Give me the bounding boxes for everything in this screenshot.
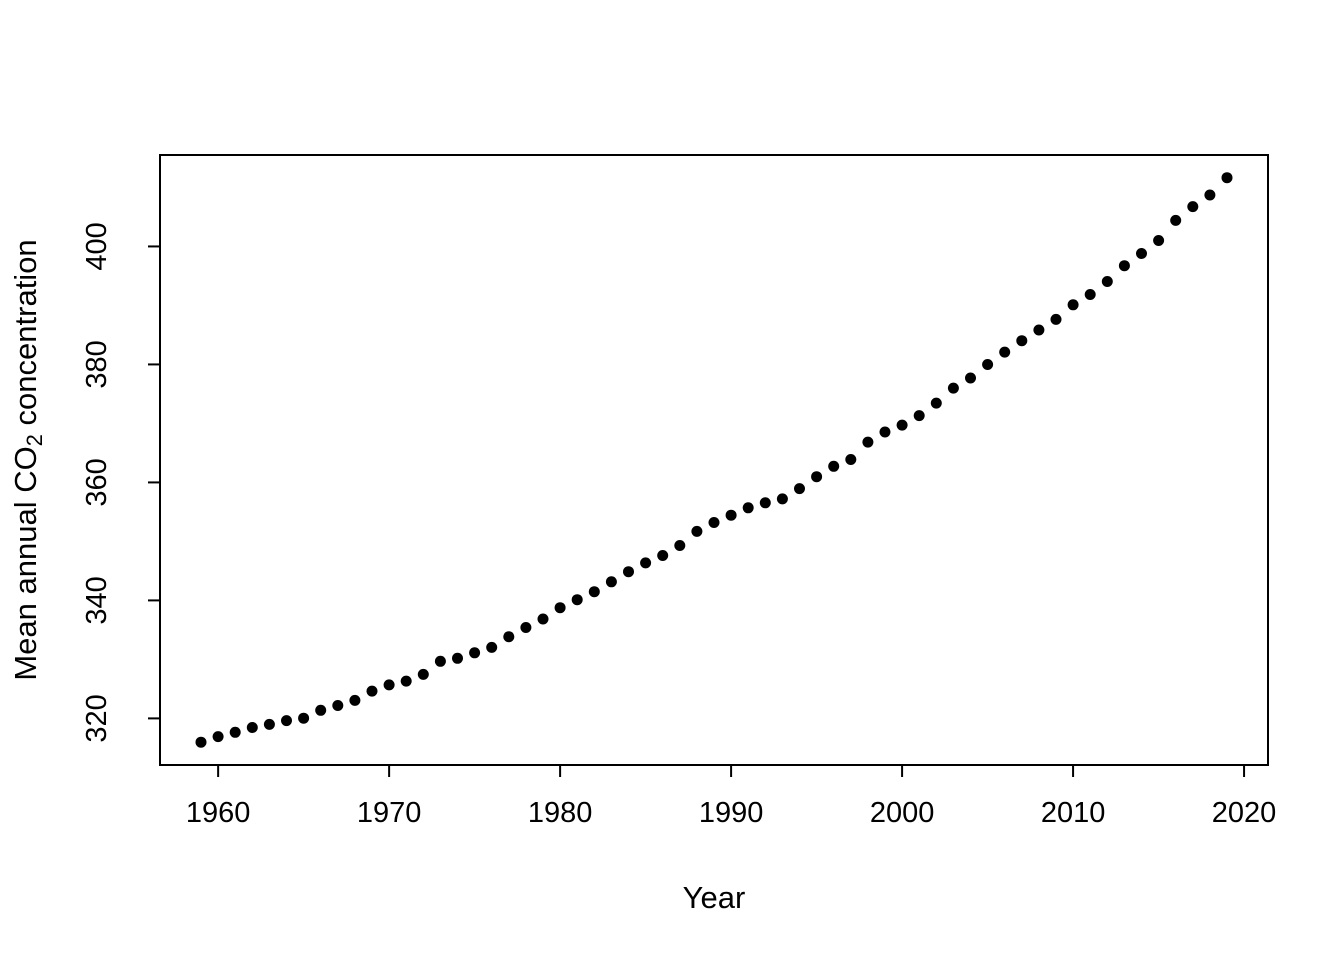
x-tick-label: 1970: [357, 797, 422, 829]
data-point: [776, 493, 788, 505]
data-point: [965, 372, 976, 384]
y-tick-label: 400: [81, 222, 113, 270]
y-axis-title-pre: Mean annual CO: [8, 446, 43, 680]
data-point: [452, 652, 463, 664]
data-point: [794, 483, 805, 495]
data-point: [862, 436, 874, 448]
data-point: [1136, 248, 1147, 259]
y-tick-label: 340: [81, 576, 113, 624]
data-point: [281, 715, 292, 727]
data-point: [263, 718, 275, 730]
data-point: [383, 679, 395, 691]
data-point: [1118, 260, 1130, 272]
data-point: [212, 731, 224, 743]
data-point: [486, 641, 498, 653]
data-point: [469, 647, 481, 659]
data-point: [605, 576, 617, 588]
data-point: [759, 497, 771, 509]
data-point: [725, 509, 737, 521]
data-point: [1033, 324, 1045, 336]
data-point: [913, 410, 925, 422]
data-point: [674, 540, 686, 551]
data-point: [537, 613, 549, 625]
data-point: [520, 622, 532, 633]
plot-box: [159, 154, 1269, 766]
data-point: [1187, 201, 1199, 213]
data-point: [828, 460, 840, 472]
data-point: [1170, 214, 1182, 226]
data-point: [947, 382, 959, 394]
x-tick-label: 1990: [699, 797, 764, 829]
data-point: [195, 736, 207, 748]
y-tick-label: 380: [81, 340, 113, 388]
y-tick-label: 360: [81, 458, 113, 506]
y-axis-title: Mean annual CO2 concentration: [8, 239, 47, 680]
x-tick-label: 2010: [1041, 797, 1106, 829]
data-point: [657, 550, 669, 561]
x-tick-label: 2020: [1212, 797, 1277, 829]
data-point: [588, 586, 600, 598]
data-point: [1016, 335, 1028, 347]
data-point: [246, 722, 258, 733]
y-axis-title-subscript: 2: [22, 434, 47, 446]
data-point: [845, 454, 857, 465]
y-axis-title-post: concentration: [8, 239, 43, 434]
data-point: [930, 397, 942, 409]
data-point: [896, 419, 908, 431]
data-point: [708, 517, 720, 528]
data-point: [999, 346, 1011, 358]
data-point: [571, 594, 583, 606]
data-point: [1067, 299, 1079, 311]
data-point: [1050, 313, 1062, 325]
y-tick-label: 320: [81, 694, 113, 742]
data-point: [349, 694, 361, 706]
x-tick-label: 1960: [186, 797, 251, 829]
data-point: [811, 471, 823, 483]
data-point: [315, 704, 327, 716]
data-point: [417, 668, 429, 680]
data-point: [691, 525, 703, 537]
data-point: [742, 502, 754, 514]
data-point: [298, 712, 310, 724]
data-point: [623, 566, 634, 578]
x-axis-title: Year: [683, 880, 746, 915]
data-point: [1221, 172, 1233, 184]
data-point: [332, 700, 344, 711]
data-point: [554, 602, 566, 614]
data-point: [1153, 235, 1165, 246]
data-point: [229, 726, 241, 738]
data-point: [1204, 189, 1216, 201]
data-point: [982, 359, 994, 370]
data-point: [640, 557, 652, 569]
data-point: [1084, 289, 1096, 300]
data-point: [400, 675, 412, 687]
data-point: [366, 685, 378, 697]
data-point: [1101, 276, 1113, 287]
x-tick-label: 2000: [870, 797, 935, 829]
x-tick-label: 1980: [528, 797, 593, 829]
data-point: [879, 426, 891, 438]
data-point: [434, 655, 446, 667]
data-point: [503, 631, 515, 643]
